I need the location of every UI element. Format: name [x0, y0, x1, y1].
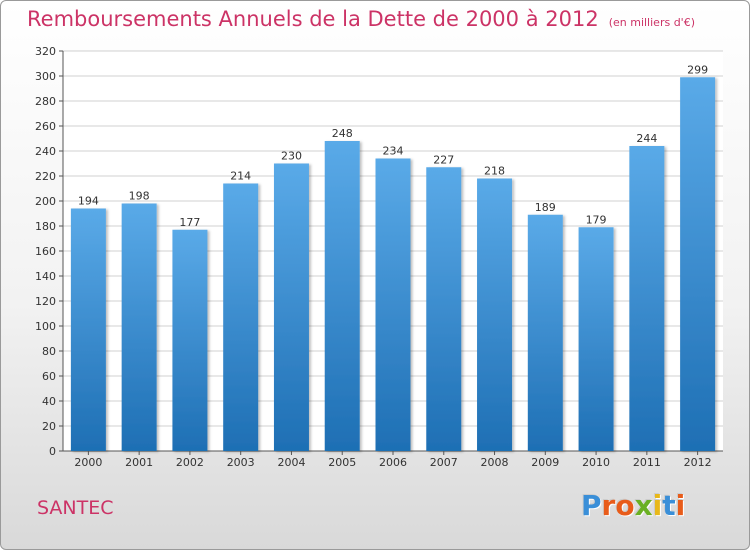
x-tick-label-2011: 2011	[633, 456, 661, 469]
data-label-2004: 230	[281, 150, 302, 163]
y-tick-label: 180	[35, 220, 56, 233]
x-tick-label-2002: 2002	[176, 456, 204, 469]
y-tick-label: 300	[35, 70, 56, 83]
bar-2008	[477, 178, 513, 451]
chart-title-text: Remboursements Annuels de la Dette de 20…	[27, 7, 599, 31]
bar-2002	[172, 229, 208, 451]
bar-2004	[273, 163, 309, 451]
commune-name: SANTEC	[37, 497, 114, 519]
data-label-2011: 244	[636, 132, 657, 145]
logo-letter: x	[634, 489, 653, 522]
x-tick-label-2004: 2004	[277, 456, 305, 469]
y-tick-label: 240	[35, 145, 56, 158]
y-tick-label: 0	[49, 445, 56, 458]
x-tick-label-2006: 2006	[379, 456, 407, 469]
x-tick-label-2008: 2008	[481, 456, 509, 469]
x-tick-label-2005: 2005	[328, 456, 356, 469]
data-label-2010: 179	[586, 213, 607, 226]
y-tick-label: 100	[35, 320, 56, 333]
logo-letter: t	[662, 489, 676, 522]
data-label-2006: 234	[383, 145, 404, 158]
y-tick-label: 20	[42, 420, 56, 433]
logo-letter: i	[652, 489, 663, 522]
chart-subtitle: (en milliers d'€)	[608, 16, 695, 29]
data-label-2008: 218	[484, 165, 505, 178]
x-tick-label-2010: 2010	[582, 456, 610, 469]
bar-2001	[121, 203, 157, 451]
x-tick-label-2000: 2000	[74, 456, 102, 469]
y-tick-label: 140	[35, 270, 56, 283]
bar-2006	[375, 158, 411, 451]
logo-letter: i	[675, 489, 686, 522]
chart-title: Remboursements Annuels de la Dette de 20…	[27, 7, 695, 31]
logo-letter: P	[581, 489, 602, 522]
y-tick-label: 280	[35, 95, 56, 108]
data-label-2012: 299	[687, 63, 708, 76]
bar-2011	[629, 146, 665, 451]
data-label-2007: 227	[433, 153, 454, 166]
data-label-2001: 198	[129, 190, 150, 203]
x-tick-label-2007: 2007	[430, 456, 458, 469]
y-tick-label: 260	[35, 120, 56, 133]
x-tick-label-2001: 2001	[125, 456, 153, 469]
y-tick-label: 60	[42, 370, 56, 383]
bar-2009	[527, 214, 563, 451]
bar-2007	[426, 167, 462, 451]
y-tick-label: 120	[35, 295, 56, 308]
proxiti-logo: Proxiti	[581, 489, 685, 522]
data-label-2005: 248	[332, 127, 353, 140]
x-tick-label-2012: 2012	[684, 456, 712, 469]
bar-2012	[680, 77, 716, 451]
y-tick-label: 80	[42, 345, 56, 358]
y-tick-label: 200	[35, 195, 56, 208]
y-tick-label: 320	[35, 45, 56, 58]
data-label-2002: 177	[179, 216, 200, 229]
bar-2000	[70, 208, 106, 451]
bar-2003	[223, 183, 259, 451]
x-tick-label-2009: 2009	[531, 456, 559, 469]
data-label-2009: 189	[535, 201, 556, 214]
data-label-2003: 214	[230, 170, 251, 183]
logo-letter: r	[601, 489, 616, 522]
logo-letter: o	[615, 489, 635, 522]
y-tick-label: 220	[35, 170, 56, 183]
bar-2005	[324, 141, 360, 451]
y-tick-label: 40	[42, 395, 56, 408]
data-label-2000: 194	[78, 195, 99, 208]
bar-2010	[578, 227, 614, 451]
x-tick-label-2003: 2003	[227, 456, 255, 469]
y-tick-label: 160	[35, 245, 56, 258]
